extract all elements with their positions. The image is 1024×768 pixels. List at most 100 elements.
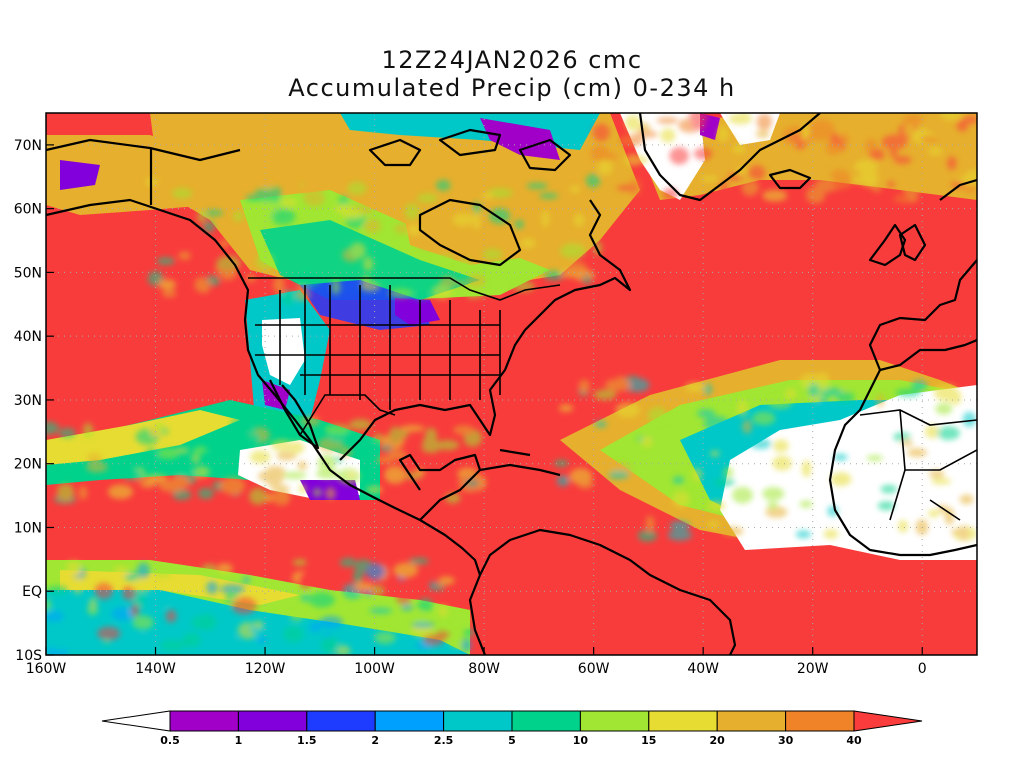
colorbar-swatch (237, 710, 308, 732)
precip-speckle (193, 446, 208, 454)
precip-speckle (593, 389, 617, 400)
x-tick-label: 60W (578, 661, 610, 677)
precip-speckle (349, 242, 366, 259)
precip-speckle (765, 506, 788, 518)
colorbar-high-arrow (853, 710, 923, 732)
precip-speckle (488, 208, 511, 224)
precip-speckle (107, 484, 134, 500)
x-tick-label: 20W (797, 661, 829, 677)
precip-speckle (660, 128, 676, 143)
precip-speckle (799, 500, 813, 508)
x-tick-label: 100W (354, 661, 395, 677)
precip-speckle (300, 593, 311, 603)
precip-speckle (755, 130, 770, 139)
precip-speckle (143, 596, 169, 609)
precip-south-pacific-yellow (60, 570, 300, 605)
precip-speckle (460, 638, 472, 653)
precip-speckle (634, 130, 659, 138)
precip-speckle (467, 274, 486, 288)
precip-speckle (216, 563, 233, 574)
precip-speckle (463, 628, 475, 637)
precip-speckle (543, 270, 565, 281)
precip-speckle (417, 193, 438, 203)
precip-speckle (159, 640, 186, 651)
precip-speckle (387, 450, 407, 460)
colorbar-label: 5 (508, 734, 516, 747)
precip-speckle (656, 117, 679, 124)
precip-speckle (748, 165, 766, 181)
precip-speckle (818, 394, 828, 411)
x-tick-label: 80W (468, 661, 500, 677)
precip-speckle (216, 255, 241, 271)
precip-speckle (425, 427, 438, 445)
precip-speckle (820, 387, 844, 398)
precip-arctic-purple (480, 118, 560, 160)
precip-speckle (832, 172, 853, 190)
precip-speckle (258, 471, 272, 481)
precip-speckle (457, 258, 474, 272)
x-tick-label: 160W (26, 661, 67, 677)
precip-speckle (375, 456, 395, 464)
precip-speckle (242, 576, 251, 584)
precip-speckle (472, 212, 481, 230)
coastlines (46, 113, 977, 655)
precip-speckle (292, 559, 307, 566)
map-title-line2: Accumulated Precip (cm) 0-234 h (288, 74, 736, 102)
precip-speckle (434, 254, 455, 262)
precip-speckle (393, 562, 419, 578)
precip-speckle (814, 177, 839, 193)
precip-speckle (692, 467, 703, 482)
precip-speckle (206, 581, 218, 595)
precip-speckle (82, 422, 94, 439)
precip-speckle (273, 489, 291, 506)
precip-speckle (433, 583, 445, 591)
precip-speckle (213, 635, 238, 645)
colorbar-label: 1 (235, 734, 243, 747)
precip-speckle (339, 446, 353, 458)
precip-speckle (581, 275, 592, 285)
precip-speckle (270, 439, 293, 452)
precip-speckle (703, 416, 730, 431)
map-title-line1: 12Z24JAN2026 cmc (381, 46, 643, 74)
precip-midwest-purple (395, 298, 440, 325)
precip-speckle (173, 447, 190, 455)
precip-speckle (541, 210, 550, 228)
precip-speckle (917, 164, 939, 175)
precip-speckle (767, 501, 779, 509)
precip-speckle (156, 447, 179, 460)
precip-speckle (400, 603, 414, 611)
precip-speckle (767, 396, 793, 409)
precip-speckle (604, 378, 630, 392)
precip-speckle (756, 113, 773, 131)
precip-speckle (902, 182, 921, 196)
precip-speckle (339, 557, 357, 568)
precip-speckle (87, 452, 102, 463)
precip-speckle (144, 473, 168, 484)
y-tick-label: 10S (15, 648, 42, 664)
precip-speckle (897, 519, 909, 533)
precip-speckle (801, 460, 812, 478)
precip-speckle (295, 287, 311, 302)
y-tick-label: 60N (14, 202, 42, 218)
precip-speckle (198, 487, 214, 500)
precip-speckle (928, 146, 943, 156)
precip-speckle (369, 607, 393, 614)
precip-speckle (85, 461, 108, 473)
precip-speckle (833, 453, 848, 461)
precip-speckle (202, 221, 215, 233)
precip-speckle (667, 529, 692, 541)
precip-speckle (520, 238, 536, 249)
precip-speckle (773, 439, 789, 453)
precip-speckle (707, 500, 726, 511)
precip-speckle (866, 454, 883, 462)
precip-speckle (736, 399, 748, 417)
colorbar-label: 10 (573, 734, 589, 747)
precip-speckle (946, 156, 957, 171)
precip-speckle (886, 181, 896, 188)
precip-speckle (347, 181, 367, 196)
precip-speckle (58, 427, 76, 438)
precip-speckle (556, 475, 570, 487)
precip-speckle (182, 632, 201, 648)
precip-speckle (219, 239, 229, 248)
precip-speckle (97, 626, 121, 641)
